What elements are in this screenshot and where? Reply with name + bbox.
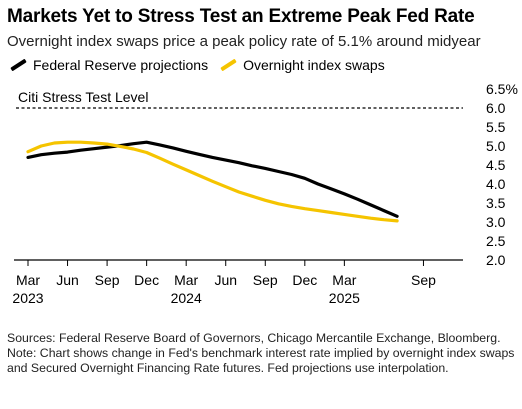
y-tick-label: 2.0 xyxy=(486,252,506,268)
legend-item-ois: Overnight index swaps xyxy=(220,57,385,73)
legend-label-federal-reserve: Federal Reserve projections xyxy=(33,57,209,73)
y-tick-label: 5.0 xyxy=(486,138,506,154)
sources-note: Sources: Federal Reserve Board of Govern… xyxy=(7,331,501,345)
x-tick-label: Mar xyxy=(174,272,198,288)
methodology-note: Note: Chart shows change in Fed's benchm… xyxy=(7,346,515,375)
series-line-ois xyxy=(26,140,399,223)
x-tick-label: Jun xyxy=(214,272,237,288)
x-tick-label: Sep xyxy=(253,272,278,288)
y-tick-label: 4.5 xyxy=(486,157,506,173)
x-tick-label: Sep xyxy=(95,272,120,288)
y-tick-label: 4.0 xyxy=(486,176,506,192)
y-tick-label: 2.5 xyxy=(486,233,506,249)
x-tick-label: Mar xyxy=(16,272,40,288)
x-axis: Mar 2023 Jun Sep Dec Mar 2024 Jun Sep Dec Mar 2025 S… xyxy=(12,259,463,306)
y-tick-label: 5.5 xyxy=(486,119,506,135)
chart-title: Markets Yet to Stress Test an Extreme Pe… xyxy=(7,6,475,27)
legend-item-federal-reserve: Federal Reserve projections xyxy=(10,57,208,73)
reference-line-label: Citi Stress Test Level xyxy=(18,89,148,105)
reference-line-group: Citi Stress Test Level xyxy=(16,89,463,109)
y-axis: 6.5% 6.0 5.5 5.0 4.5 4.0 3.5 3.0 2.5 2.0 xyxy=(486,81,518,268)
chart-notes: Sources: Federal Reserve Board of Govern… xyxy=(7,331,515,376)
x-tick-label: Sep xyxy=(411,272,436,288)
y-tick-label: 6.5% xyxy=(486,81,518,97)
x-tick-label: Mar xyxy=(332,272,356,288)
series-group xyxy=(26,140,399,223)
y-tick-label: 3.0 xyxy=(486,214,506,230)
legend-label-ois: Overnight index swaps xyxy=(243,57,385,73)
x-tick-label: Jun xyxy=(56,272,79,288)
x-tick-year-label: 2024 xyxy=(171,290,202,306)
x-tick-label: Dec xyxy=(134,272,159,288)
y-tick-label: 6.0 xyxy=(486,100,506,116)
series-line-federal-reserve xyxy=(26,140,399,218)
x-tick-year-label: 2025 xyxy=(329,290,360,306)
x-tick-label: Dec xyxy=(292,272,317,288)
x-tick-year-label: 2023 xyxy=(12,290,43,306)
y-tick-label: 3.5 xyxy=(486,195,506,211)
chart-subtitle: Overnight index swaps price a peak polic… xyxy=(7,33,481,50)
chart-legend: Federal Reserve projections Overnight in… xyxy=(10,57,397,73)
